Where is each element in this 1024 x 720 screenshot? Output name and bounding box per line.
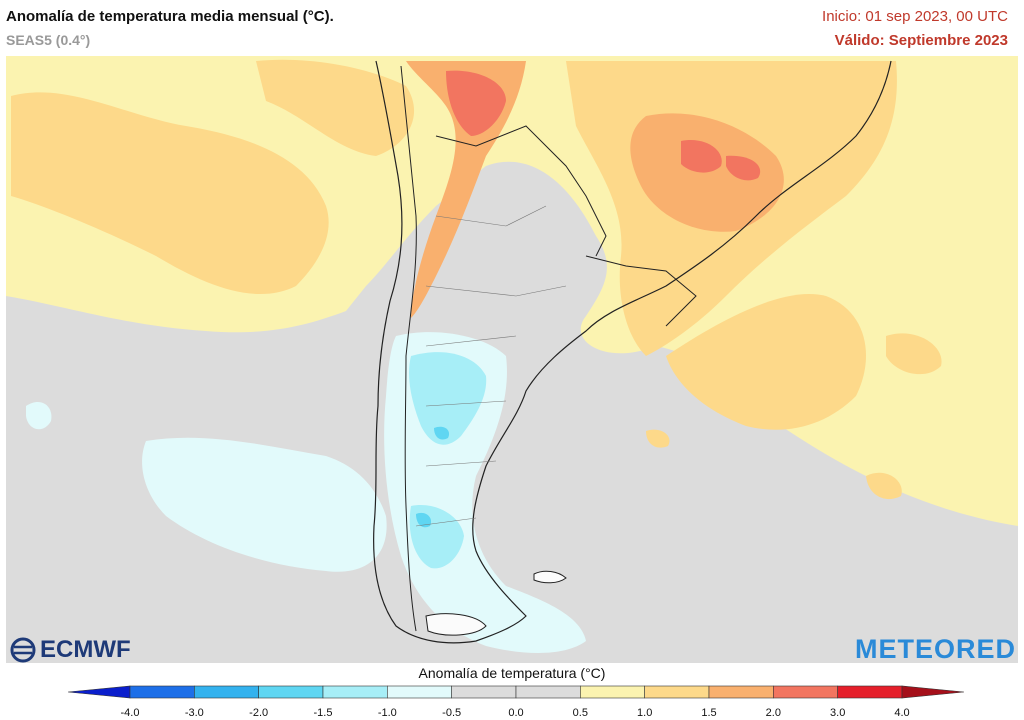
tierra-del-fuego — [425, 613, 487, 636]
warm-anomaly-atlantic — [666, 294, 866, 430]
colorbar-title: Anomalía de temperatura (°C) — [418, 665, 606, 681]
colorbar-segment — [129, 685, 195, 699]
coastline-south-america — [373, 60, 892, 644]
very-warm-andes — [446, 70, 506, 136]
valid-time: Válido: Septiembre 2023 — [834, 32, 1008, 49]
warm-patch-east-1 — [886, 333, 942, 375]
border-uruguay — [585, 255, 697, 327]
malvinas-islands — [533, 570, 567, 584]
colorbar-tick-label: 1.5 — [701, 707, 716, 719]
colorbar-tick-label: -1.0 — [378, 707, 397, 719]
colorbar-segment — [451, 685, 517, 699]
colorbar-segment — [258, 685, 324, 699]
warm-patch-east-3 — [646, 429, 670, 448]
ecmwf-logo-text: ECMWF — [40, 636, 131, 663]
cool-patch-west — [26, 401, 52, 430]
colorbar-segment — [515, 685, 581, 699]
very-warm-brazil — [681, 140, 722, 173]
warm-anomaly-pacific-north — [256, 59, 415, 156]
warm-anomaly-pacific — [11, 92, 329, 295]
model-label: SEAS5 (0.4°) — [6, 32, 91, 48]
map-title: Anomalía de temperatura media mensual (°… — [6, 8, 334, 25]
very-warm-brazil-2 — [726, 155, 761, 181]
border-argentina-north — [435, 125, 607, 257]
colorbar-tick-label: -4.0 — [121, 707, 140, 719]
colorbar-segment — [387, 685, 452, 699]
colorbar-extend-high — [901, 685, 965, 699]
ecmwf-logo: ECMWF — [10, 636, 131, 664]
colorbar-segment — [708, 685, 774, 699]
colorbar-tick-label: 1.0 — [637, 707, 652, 719]
border-argentina-chile — [400, 65, 417, 632]
anomaly-map — [6, 56, 1018, 663]
province-borders — [415, 205, 567, 527]
colorbar-tick-label: -3.0 — [185, 707, 204, 719]
colorbar-segment — [580, 685, 645, 699]
colorbar-tick-label: -1.5 — [314, 707, 333, 719]
colorbar-tick-label: 4.0 — [894, 707, 909, 719]
colorbar-tick-label: -0.5 — [442, 707, 461, 719]
colorbar-extend-low — [67, 685, 131, 699]
colorbar-tick-label: 0.5 — [573, 707, 588, 719]
warm-anomaly-andes — [406, 61, 526, 318]
colorbar-tick-label: 0.0 — [508, 707, 523, 719]
ecmwf-mark-icon — [10, 637, 36, 663]
colorbar-tick-label: 3.0 — [830, 707, 845, 719]
cool-anomaly-pacific-south — [142, 437, 387, 572]
warm-patch-east-2 — [866, 472, 902, 500]
colorbar-segment — [773, 685, 838, 699]
cooler-anomaly-patagonia — [409, 352, 487, 445]
colorbar-segment — [644, 685, 710, 699]
strong-warm-brazil — [630, 113, 784, 232]
colorbar-segment — [194, 685, 259, 699]
meteored-logo: METEORED — [854, 634, 1016, 664]
cold-spot-2 — [416, 512, 432, 528]
colorbar: -4.0 -3.0 -2.0 -1.5 -1.0 -0.5 0.0 0.5 1.0 1.5 2.0 3… — [67, 685, 965, 719]
cold-spot-1 — [434, 426, 450, 440]
colorbar-segment — [322, 685, 388, 699]
colorbar-segment — [837, 685, 903, 699]
colorbar-tick-label: 2.0 — [766, 707, 781, 719]
colorbar-tick-label: -2.0 — [249, 707, 268, 719]
init-time: Inicio: 01 sep 2023, 00 UTC — [822, 8, 1008, 25]
